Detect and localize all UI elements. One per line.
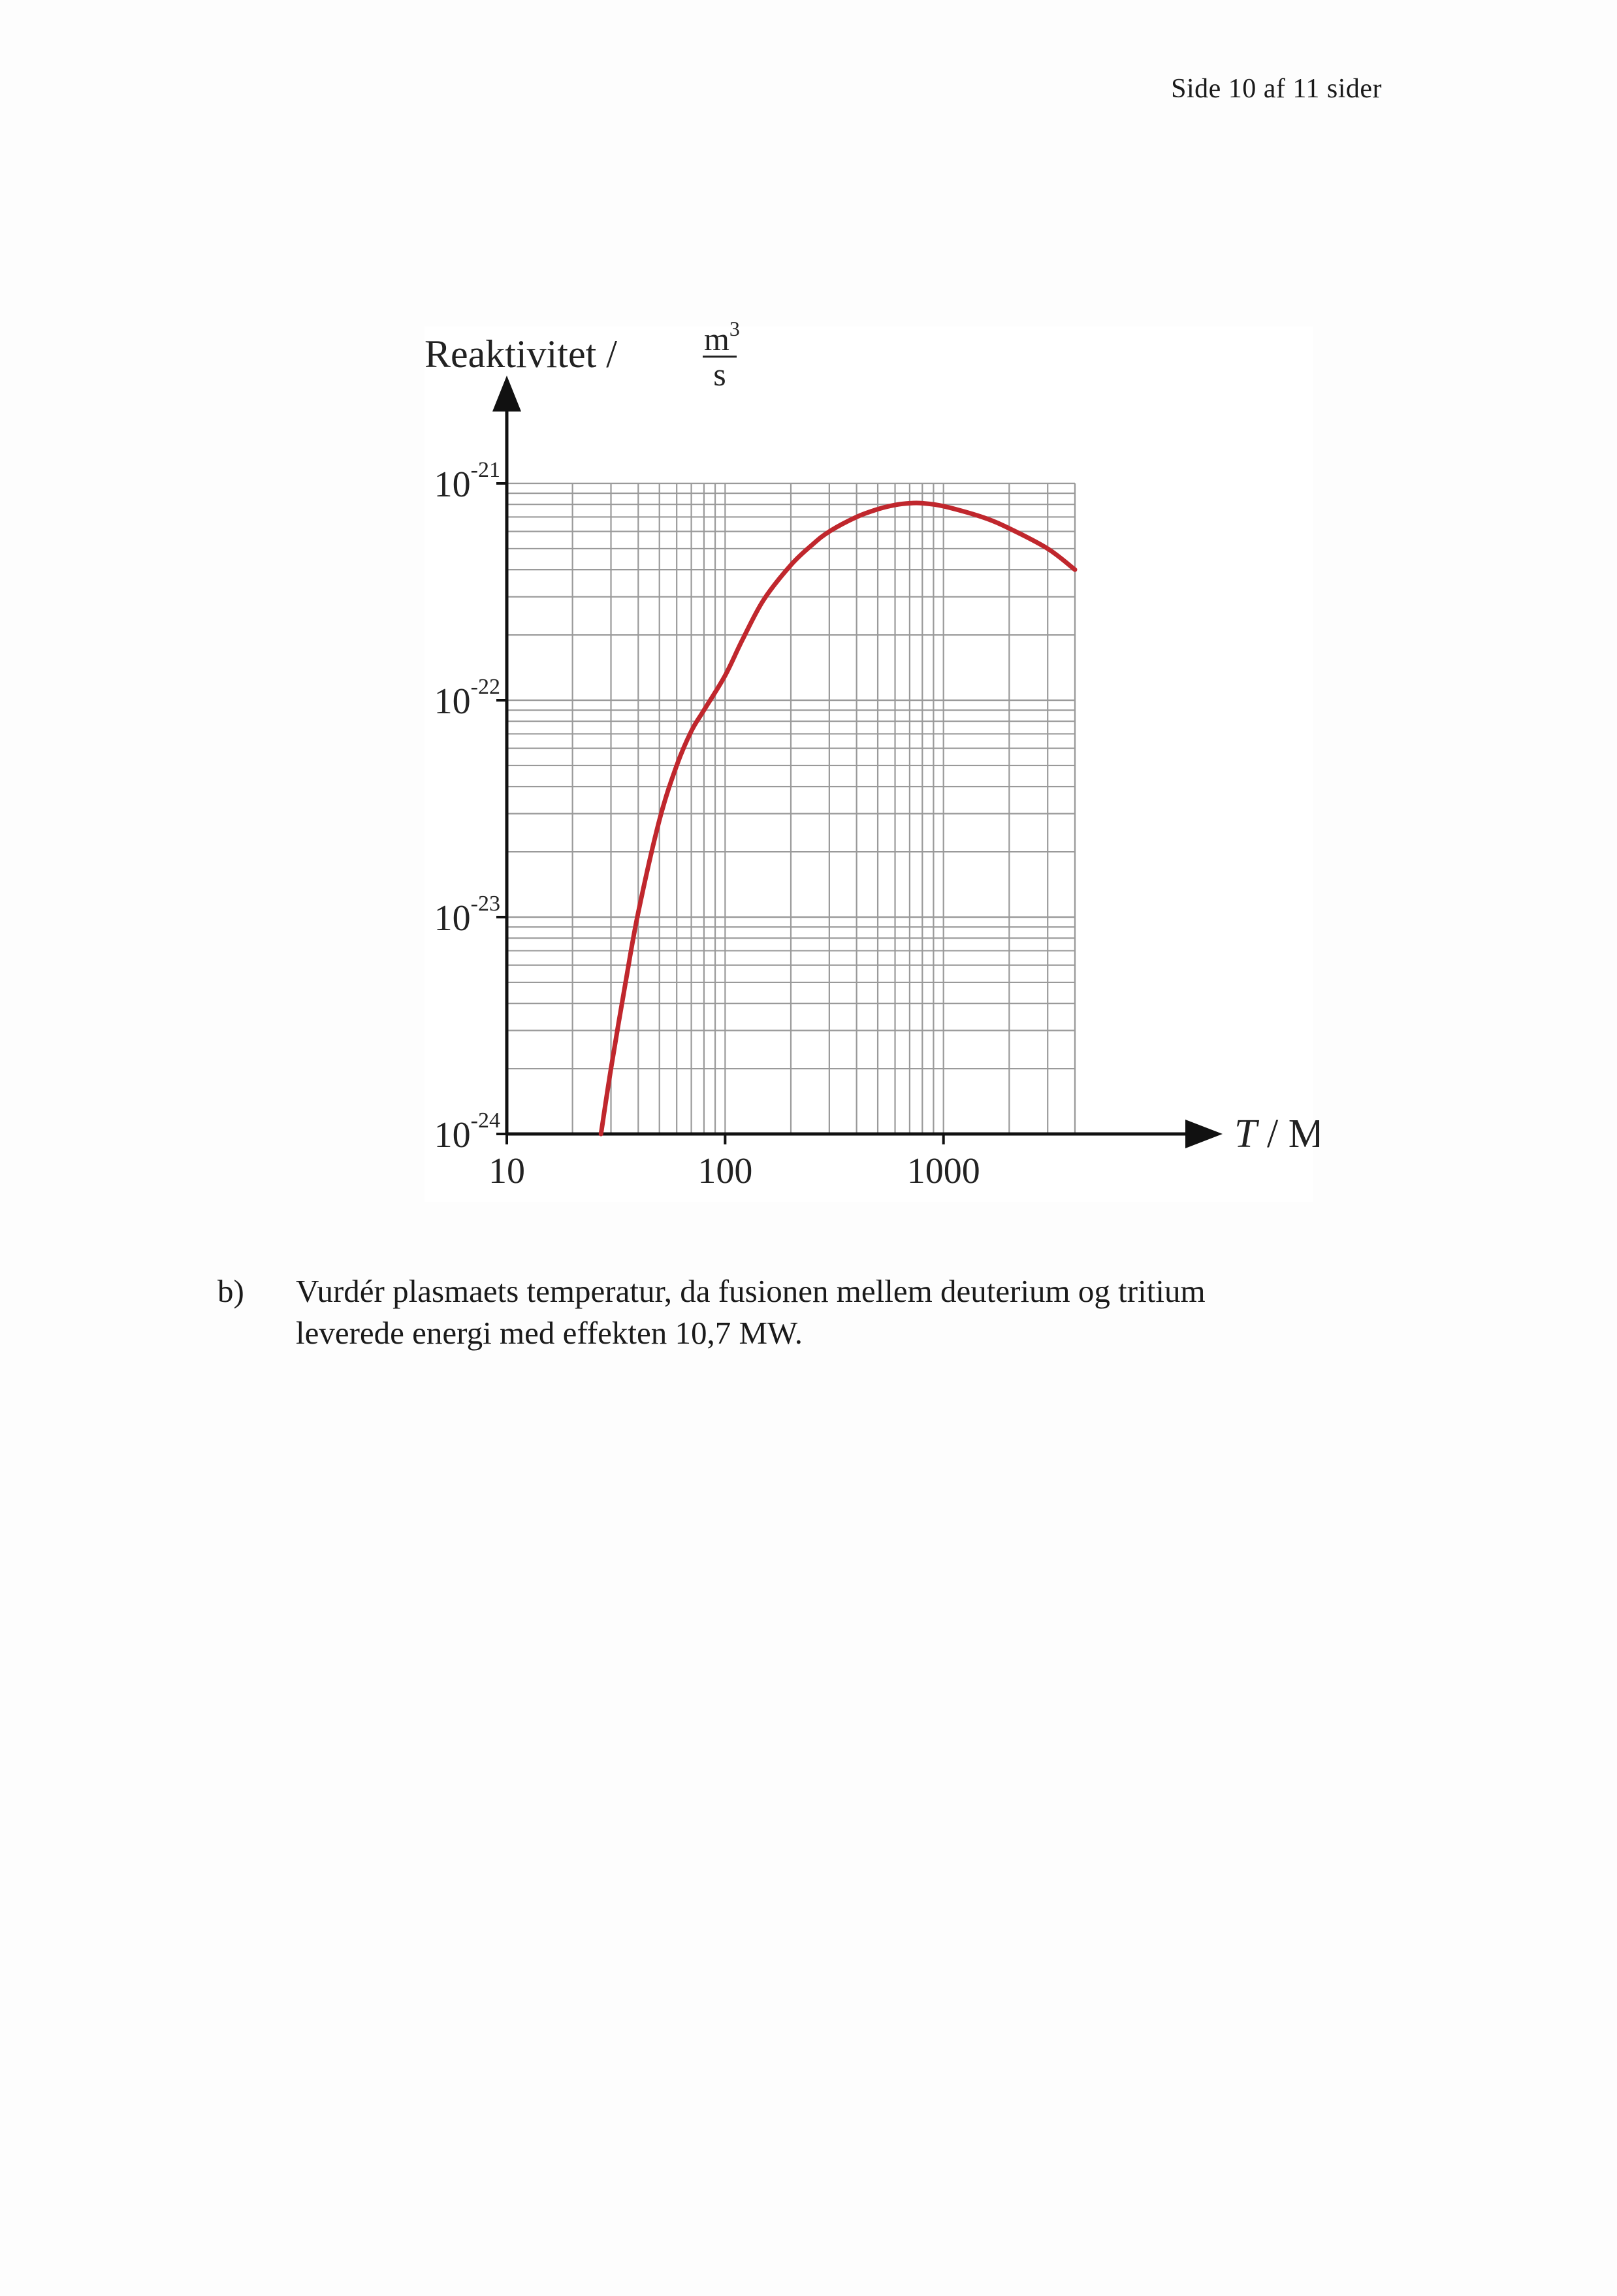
y-unit-numerator: m3 xyxy=(704,317,740,357)
y-tick-label: 10-24 xyxy=(434,1108,500,1156)
y-axis-label: Reaktivitet / xyxy=(424,332,617,376)
y-tick-label: 10-22 xyxy=(434,675,500,722)
x-tick-label: 10 xyxy=(488,1151,525,1191)
tick-labels: 10 100 1000 10-24 10-23 10-22 10-21 xyxy=(434,458,980,1191)
y-axis-arrow xyxy=(492,376,521,412)
axes xyxy=(492,376,1223,1148)
axis-labels: Reaktivitet / m3s T / MK xyxy=(424,317,1319,1156)
question-line-1: Vurdér plasmaets temperatur, da fusionen… xyxy=(296,1273,1206,1309)
page-number: Side 10 af 11 sider xyxy=(1171,74,1382,104)
y-tick-label: 10-23 xyxy=(434,892,500,939)
data-series xyxy=(598,500,1078,1137)
x-tick-label: 100 xyxy=(697,1151,752,1191)
x-tick-label: 1000 xyxy=(907,1151,980,1191)
x-axis-label: T / MK xyxy=(1234,1112,1319,1156)
question-b: b) Vurdér plasmaets temperatur, da fusio… xyxy=(217,1270,1406,1354)
question-label: b) xyxy=(217,1273,244,1309)
chart-background xyxy=(424,327,1313,1202)
x-axis-arrow xyxy=(1185,1120,1223,1148)
chart-svg: 10 100 1000 10-24 10-23 10-22 10-21 Reaktivite… xyxy=(424,317,1319,1202)
y-tick-label: 10-21 xyxy=(434,458,500,505)
reactivity-chart: 10 100 1000 10-24 10-23 10-22 10-21 Reaktivite… xyxy=(392,314,1319,1215)
y-unit-denominator: s xyxy=(713,356,726,393)
question-text: Vurdér plasmaets temperatur, da fusionen… xyxy=(296,1270,1406,1354)
question-line-2: leverede energi med effekten 10,7 MW. xyxy=(296,1315,803,1351)
reactivity-curve xyxy=(598,500,1078,1137)
